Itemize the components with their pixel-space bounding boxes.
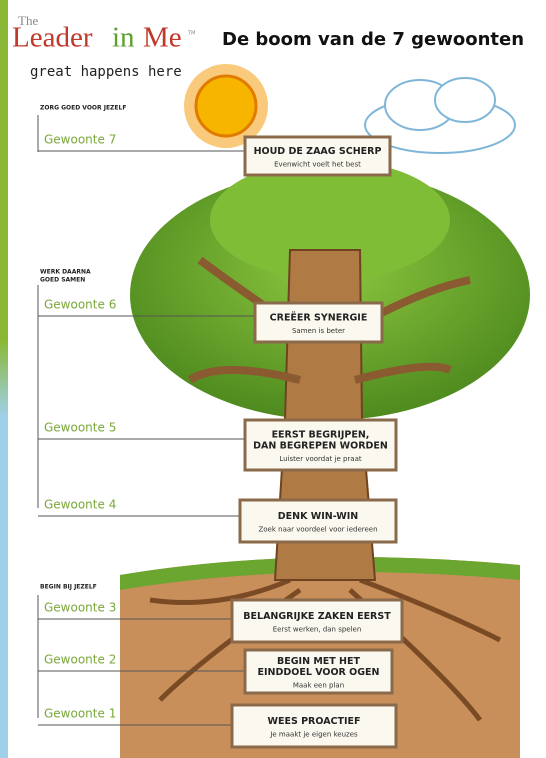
sign-title: WEES PROACTIEF <box>267 716 360 727</box>
sign-subtitle: Luister voordat je praat <box>279 455 362 463</box>
sign-title: BEGIN MET HET <box>277 656 360 667</box>
sign-subtitle: Zoek naar voordeel voor iedereen <box>258 526 377 534</box>
sign-title: EINDDOEL VOOR OGEN <box>258 667 380 678</box>
sign-title: HOUD DE ZAAG SCHERP <box>254 146 382 157</box>
sign-title: DENK WIN-WIN <box>278 511 358 522</box>
sign-title: DAN BEGREPEN WORDEN <box>253 441 388 452</box>
sign-subtitle: Je maakt je eigen keuzes <box>269 731 358 739</box>
sign-subtitle: Evenwicht voelt het best <box>274 161 361 169</box>
habit-label: Gewoonte 2 <box>44 653 116 667</box>
habit-label: Gewoonte 3 <box>44 601 116 615</box>
logo-in: in <box>112 22 135 54</box>
logo-tm: TM <box>187 31 195 37</box>
habit-label: Gewoonte 4 <box>44 498 116 512</box>
habit-label: Gewoonte 5 <box>44 421 116 435</box>
sign-title: EERST BEGRIJPEN, <box>272 430 370 441</box>
sign-subtitle: Maak een plan <box>293 682 344 690</box>
sign-subtitle: Eerst werken, dan spelen <box>273 626 362 634</box>
group-label: WERK DAARNA <box>40 269 91 276</box>
sign-title: CREËER SYNERGIE <box>270 313 368 324</box>
group-label: ZORG GOED VOOR JEZELF <box>40 105 126 112</box>
title: De boom van de 7 gewoonten <box>222 29 524 50</box>
sign-subtitle: Samen is beter <box>292 327 345 335</box>
edge-stripe <box>0 0 8 758</box>
sun <box>184 64 268 148</box>
sign-title: BELANGRIJKE ZAKEN EERST <box>243 611 391 622</box>
tagline: great happens here <box>30 64 182 80</box>
group-label: BEGIN BIJ JEZELF <box>40 584 97 591</box>
logo-me: Me <box>143 22 182 54</box>
page: The Leader in Me TM great happens here D… <box>0 0 546 758</box>
habit-label: Gewoonte 1 <box>44 707 116 721</box>
habit-label: Gewoonte 7 <box>44 133 116 147</box>
logo-leader: Leader <box>12 22 93 54</box>
habit-label: Gewoonte 6 <box>44 298 116 312</box>
group-label: GOED SAMEN <box>40 277 85 284</box>
